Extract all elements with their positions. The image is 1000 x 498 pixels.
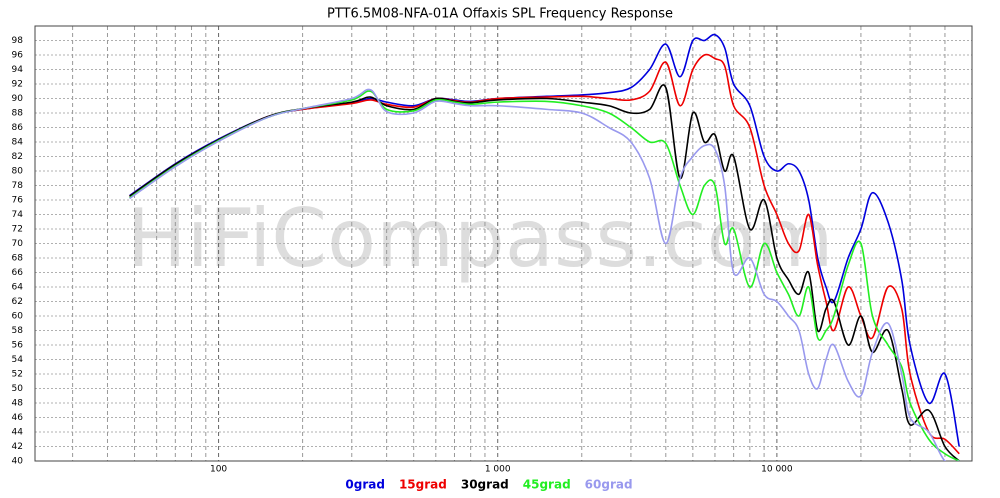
y-tick-label: 66 bbox=[12, 268, 24, 278]
y-tick-label: 62 bbox=[12, 297, 23, 307]
y-tick-label: 86 bbox=[12, 123, 24, 133]
legend-entry: 0grad bbox=[345, 478, 385, 492]
y-tick-label: 78 bbox=[12, 181, 24, 191]
y-tick-label: 42 bbox=[12, 442, 23, 452]
y-tick-label: 56 bbox=[12, 341, 24, 351]
y-tick-label: 88 bbox=[12, 109, 24, 119]
y-tick-label: 50 bbox=[12, 384, 24, 394]
y-tick-label: 58 bbox=[12, 326, 24, 336]
legend-entry: 30grad bbox=[461, 478, 509, 492]
plot-frame bbox=[34, 25, 973, 462]
series-line bbox=[129, 84, 960, 461]
y-tick-label: 96 bbox=[12, 51, 24, 61]
y-tick-label: 80 bbox=[12, 167, 24, 177]
y-tick-label: 70 bbox=[12, 239, 24, 249]
series-line bbox=[129, 90, 960, 461]
y-tick-label: 90 bbox=[12, 94, 24, 104]
x-tick-label: 1 000 bbox=[485, 465, 511, 475]
y-tick-label: 76 bbox=[12, 196, 24, 206]
chart-title: PTT6.5M08-NFA-01A Offaxis SPL Frequency … bbox=[327, 7, 673, 22]
y-tick-label: 84 bbox=[12, 138, 24, 148]
y-tick-label: 60 bbox=[12, 312, 24, 322]
y-tick-label: 48 bbox=[12, 399, 24, 409]
y-tick-label: 54 bbox=[12, 355, 24, 365]
x-tick-label: 10 000 bbox=[761, 465, 793, 475]
y-tick-label: 82 bbox=[12, 152, 23, 162]
y-tick-label: 52 bbox=[12, 370, 23, 380]
y-tick-label: 40 bbox=[12, 457, 24, 467]
legend-entry: 45grad bbox=[523, 478, 571, 492]
y-tick-label: 74 bbox=[12, 210, 24, 220]
y-tick-label: 46 bbox=[12, 413, 24, 423]
legend-entry: 15grad bbox=[399, 478, 447, 492]
y-tick-label: 44 bbox=[12, 428, 24, 438]
series-line bbox=[129, 33, 961, 447]
watermark: HiFiCompass.com bbox=[127, 192, 834, 285]
legend-entry: 60grad bbox=[585, 478, 633, 492]
y-tick-label: 92 bbox=[12, 80, 23, 90]
series-line bbox=[129, 88, 960, 461]
y-tick-label: 98 bbox=[12, 36, 24, 46]
y-tick-label: 68 bbox=[12, 254, 24, 264]
x-tick-label: 100 bbox=[210, 465, 227, 475]
y-tick-label: 94 bbox=[12, 65, 24, 75]
y-tick-label: 72 bbox=[12, 225, 23, 235]
y-tick-label: 64 bbox=[12, 283, 24, 293]
